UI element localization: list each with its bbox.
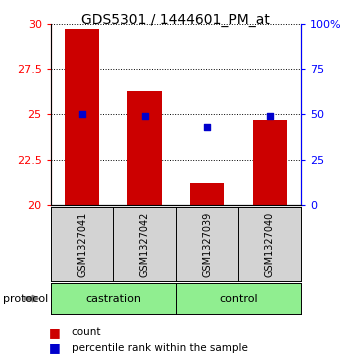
Text: percentile rank within the sample: percentile rank within the sample <box>72 343 248 353</box>
Text: count: count <box>72 327 101 337</box>
Text: ■: ■ <box>49 326 61 339</box>
Point <box>142 113 147 119</box>
Point <box>79 111 85 117</box>
Text: GSM1327040: GSM1327040 <box>265 212 275 277</box>
Text: GSM1327039: GSM1327039 <box>202 212 212 277</box>
Bar <box>190 183 224 205</box>
Text: castration: castration <box>85 294 141 303</box>
Bar <box>127 91 162 205</box>
Text: control: control <box>219 294 258 303</box>
Bar <box>252 120 287 205</box>
Text: GDS5301 / 1444601_PM_at: GDS5301 / 1444601_PM_at <box>80 13 270 27</box>
Point <box>204 124 210 130</box>
Text: GSM1327042: GSM1327042 <box>140 211 149 277</box>
Text: protocol: protocol <box>4 294 49 303</box>
Text: GSM1327041: GSM1327041 <box>77 212 87 277</box>
Point <box>267 113 273 119</box>
Text: ■: ■ <box>49 341 61 354</box>
Bar <box>65 29 99 205</box>
